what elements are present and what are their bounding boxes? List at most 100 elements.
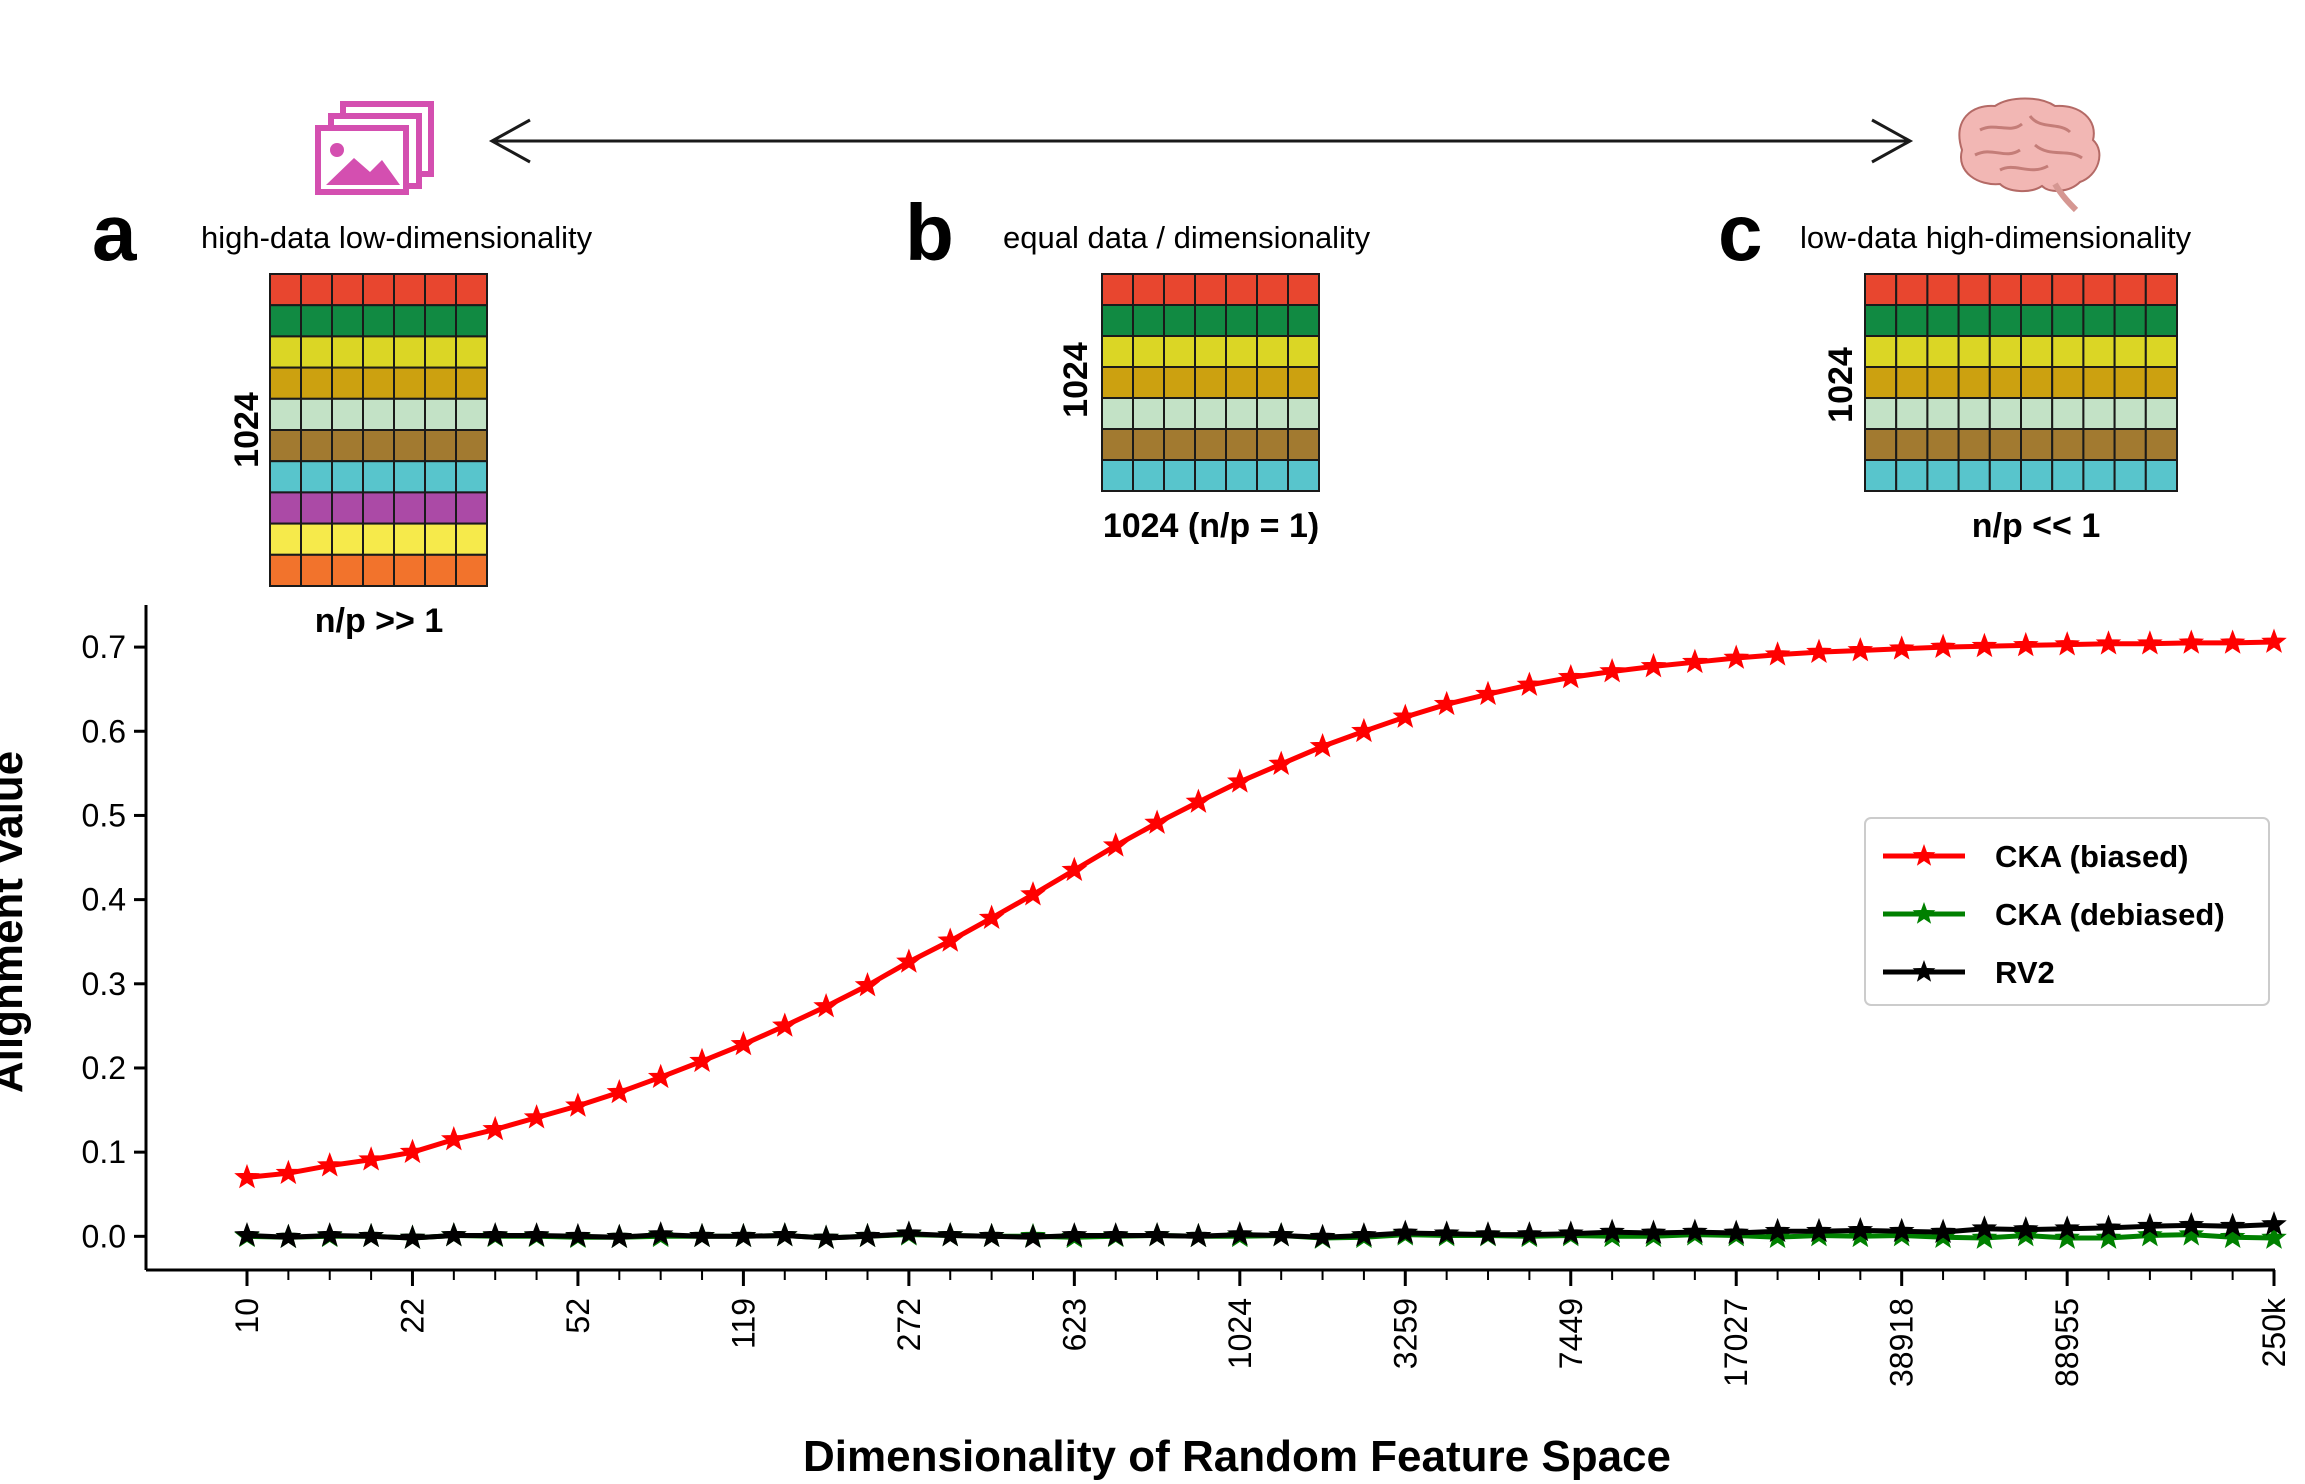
data-point	[1475, 680, 1501, 706]
matrix-cell	[1163, 273, 1196, 306]
matrix-cell	[1864, 273, 1898, 306]
y-tick-label: 0.5	[82, 797, 126, 833]
legend-item: RV2	[1883, 955, 2055, 990]
matrix-cell	[2051, 273, 2085, 306]
data-point	[854, 1222, 881, 1248]
data-point	[772, 1222, 798, 1247]
data-point	[2178, 1221, 2205, 1246]
matrix-cell	[1101, 397, 1134, 430]
y-tick-label: 0.6	[82, 713, 126, 749]
matrix-cell	[393, 522, 426, 556]
data-point	[523, 1222, 550, 1247]
matrix-cell	[2051, 428, 2085, 461]
data-point	[772, 1012, 798, 1037]
matrix-cell	[455, 491, 488, 525]
matrix-cell	[2113, 459, 2147, 492]
matrix-cell	[1163, 366, 1196, 399]
matrix-cell	[1163, 428, 1196, 461]
matrix-cell	[1225, 273, 1258, 306]
matrix-cell	[2051, 366, 2085, 399]
data-point	[689, 1047, 715, 1073]
matrix-cell	[393, 273, 426, 307]
matrix-cell	[1132, 273, 1165, 306]
matrix-cell	[1132, 304, 1165, 337]
matrix-cell	[2051, 304, 2085, 337]
matrix-cell	[2082, 428, 2116, 461]
legend-item: CKA (biased)	[1883, 839, 2188, 874]
matrix-cell	[2051, 335, 2085, 368]
matrix-cell	[1864, 335, 1898, 368]
matrix-cell	[1225, 304, 1258, 337]
data-point	[2219, 629, 2246, 654]
data-point	[2178, 629, 2205, 654]
data-point	[2054, 1215, 2080, 1240]
data-point	[316, 1222, 343, 1247]
matrix-cell	[1194, 366, 1227, 399]
matrix-cell	[1194, 273, 1227, 306]
legend-label: RV2	[1995, 955, 2055, 990]
matrix-cell	[1926, 366, 1960, 399]
matrix-cell	[1895, 304, 1929, 337]
series-layer	[234, 628, 2287, 1249]
data-point	[1723, 1219, 1749, 1244]
data-point	[1682, 648, 1708, 674]
row-label-a: 1024	[228, 392, 266, 468]
matrix-cell	[2020, 273, 2054, 306]
matrix-cell	[269, 397, 302, 431]
matrix-cell	[1256, 366, 1289, 399]
matrix-cell	[1926, 304, 1960, 337]
matrix-cell	[2113, 366, 2147, 399]
x-tick-label: 272	[891, 1298, 927, 1351]
data-point	[275, 1159, 302, 1185]
matrix-cell	[362, 397, 395, 431]
matrix-cell	[300, 553, 333, 587]
matrix-cell	[362, 429, 395, 463]
panel-caption-c: low-data high-dimensionality	[1800, 220, 2192, 255]
matrix-cell	[300, 366, 333, 400]
matrix-cell	[269, 335, 302, 369]
data-point	[2095, 1214, 2122, 1239]
matrix-cell	[1287, 335, 1320, 368]
matrix-cell	[300, 273, 333, 307]
matrix-cell	[2113, 304, 2147, 337]
matrix-cell	[1132, 335, 1165, 368]
data-point	[1144, 809, 1170, 834]
matrix-cell	[331, 522, 364, 556]
matrix-cell	[1132, 397, 1165, 430]
matrix-cell	[424, 460, 457, 494]
data-point	[1971, 632, 1998, 658]
data-point	[937, 1222, 964, 1247]
x-tick-label: 52	[560, 1298, 596, 1334]
matrix-cell	[269, 273, 302, 307]
data-point	[358, 1222, 384, 1248]
data-point	[1061, 1222, 1088, 1247]
panel-caption-a: high-data low-dimensionality	[201, 220, 593, 255]
matrix-cell	[300, 460, 333, 494]
matrix-cell	[269, 429, 302, 463]
matrix-cell	[2144, 335, 2179, 368]
data-point	[1847, 637, 1874, 662]
matrix-cell	[2051, 459, 2085, 492]
data-point	[1433, 1220, 1460, 1245]
data-point	[1268, 1222, 1294, 1247]
matrix-cell	[2020, 366, 2054, 399]
matrix-cell	[393, 304, 426, 338]
data-point	[2054, 631, 2080, 656]
x-axis-title: Dimensionality of Random Feature Space	[803, 1432, 1671, 1481]
matrix-cell	[1957, 335, 1991, 368]
data-point	[2178, 1211, 2205, 1237]
data-point	[1020, 1223, 1046, 1249]
matrix-cell	[362, 366, 395, 400]
data-point	[1682, 1218, 1708, 1243]
col-label-c: n/p << 1	[1972, 507, 2101, 545]
matrix-cell	[300, 491, 333, 525]
matrix-cell	[1864, 397, 1898, 430]
data-point	[1599, 658, 1625, 683]
matrix-cell	[2113, 335, 2147, 368]
data-point	[896, 948, 922, 973]
matrix-cell	[1926, 459, 1960, 492]
panel-letter-a: a	[92, 188, 137, 277]
legend-marker	[1912, 844, 1936, 866]
matrix-cell	[1225, 397, 1258, 430]
matrix-cell	[2082, 459, 2116, 492]
